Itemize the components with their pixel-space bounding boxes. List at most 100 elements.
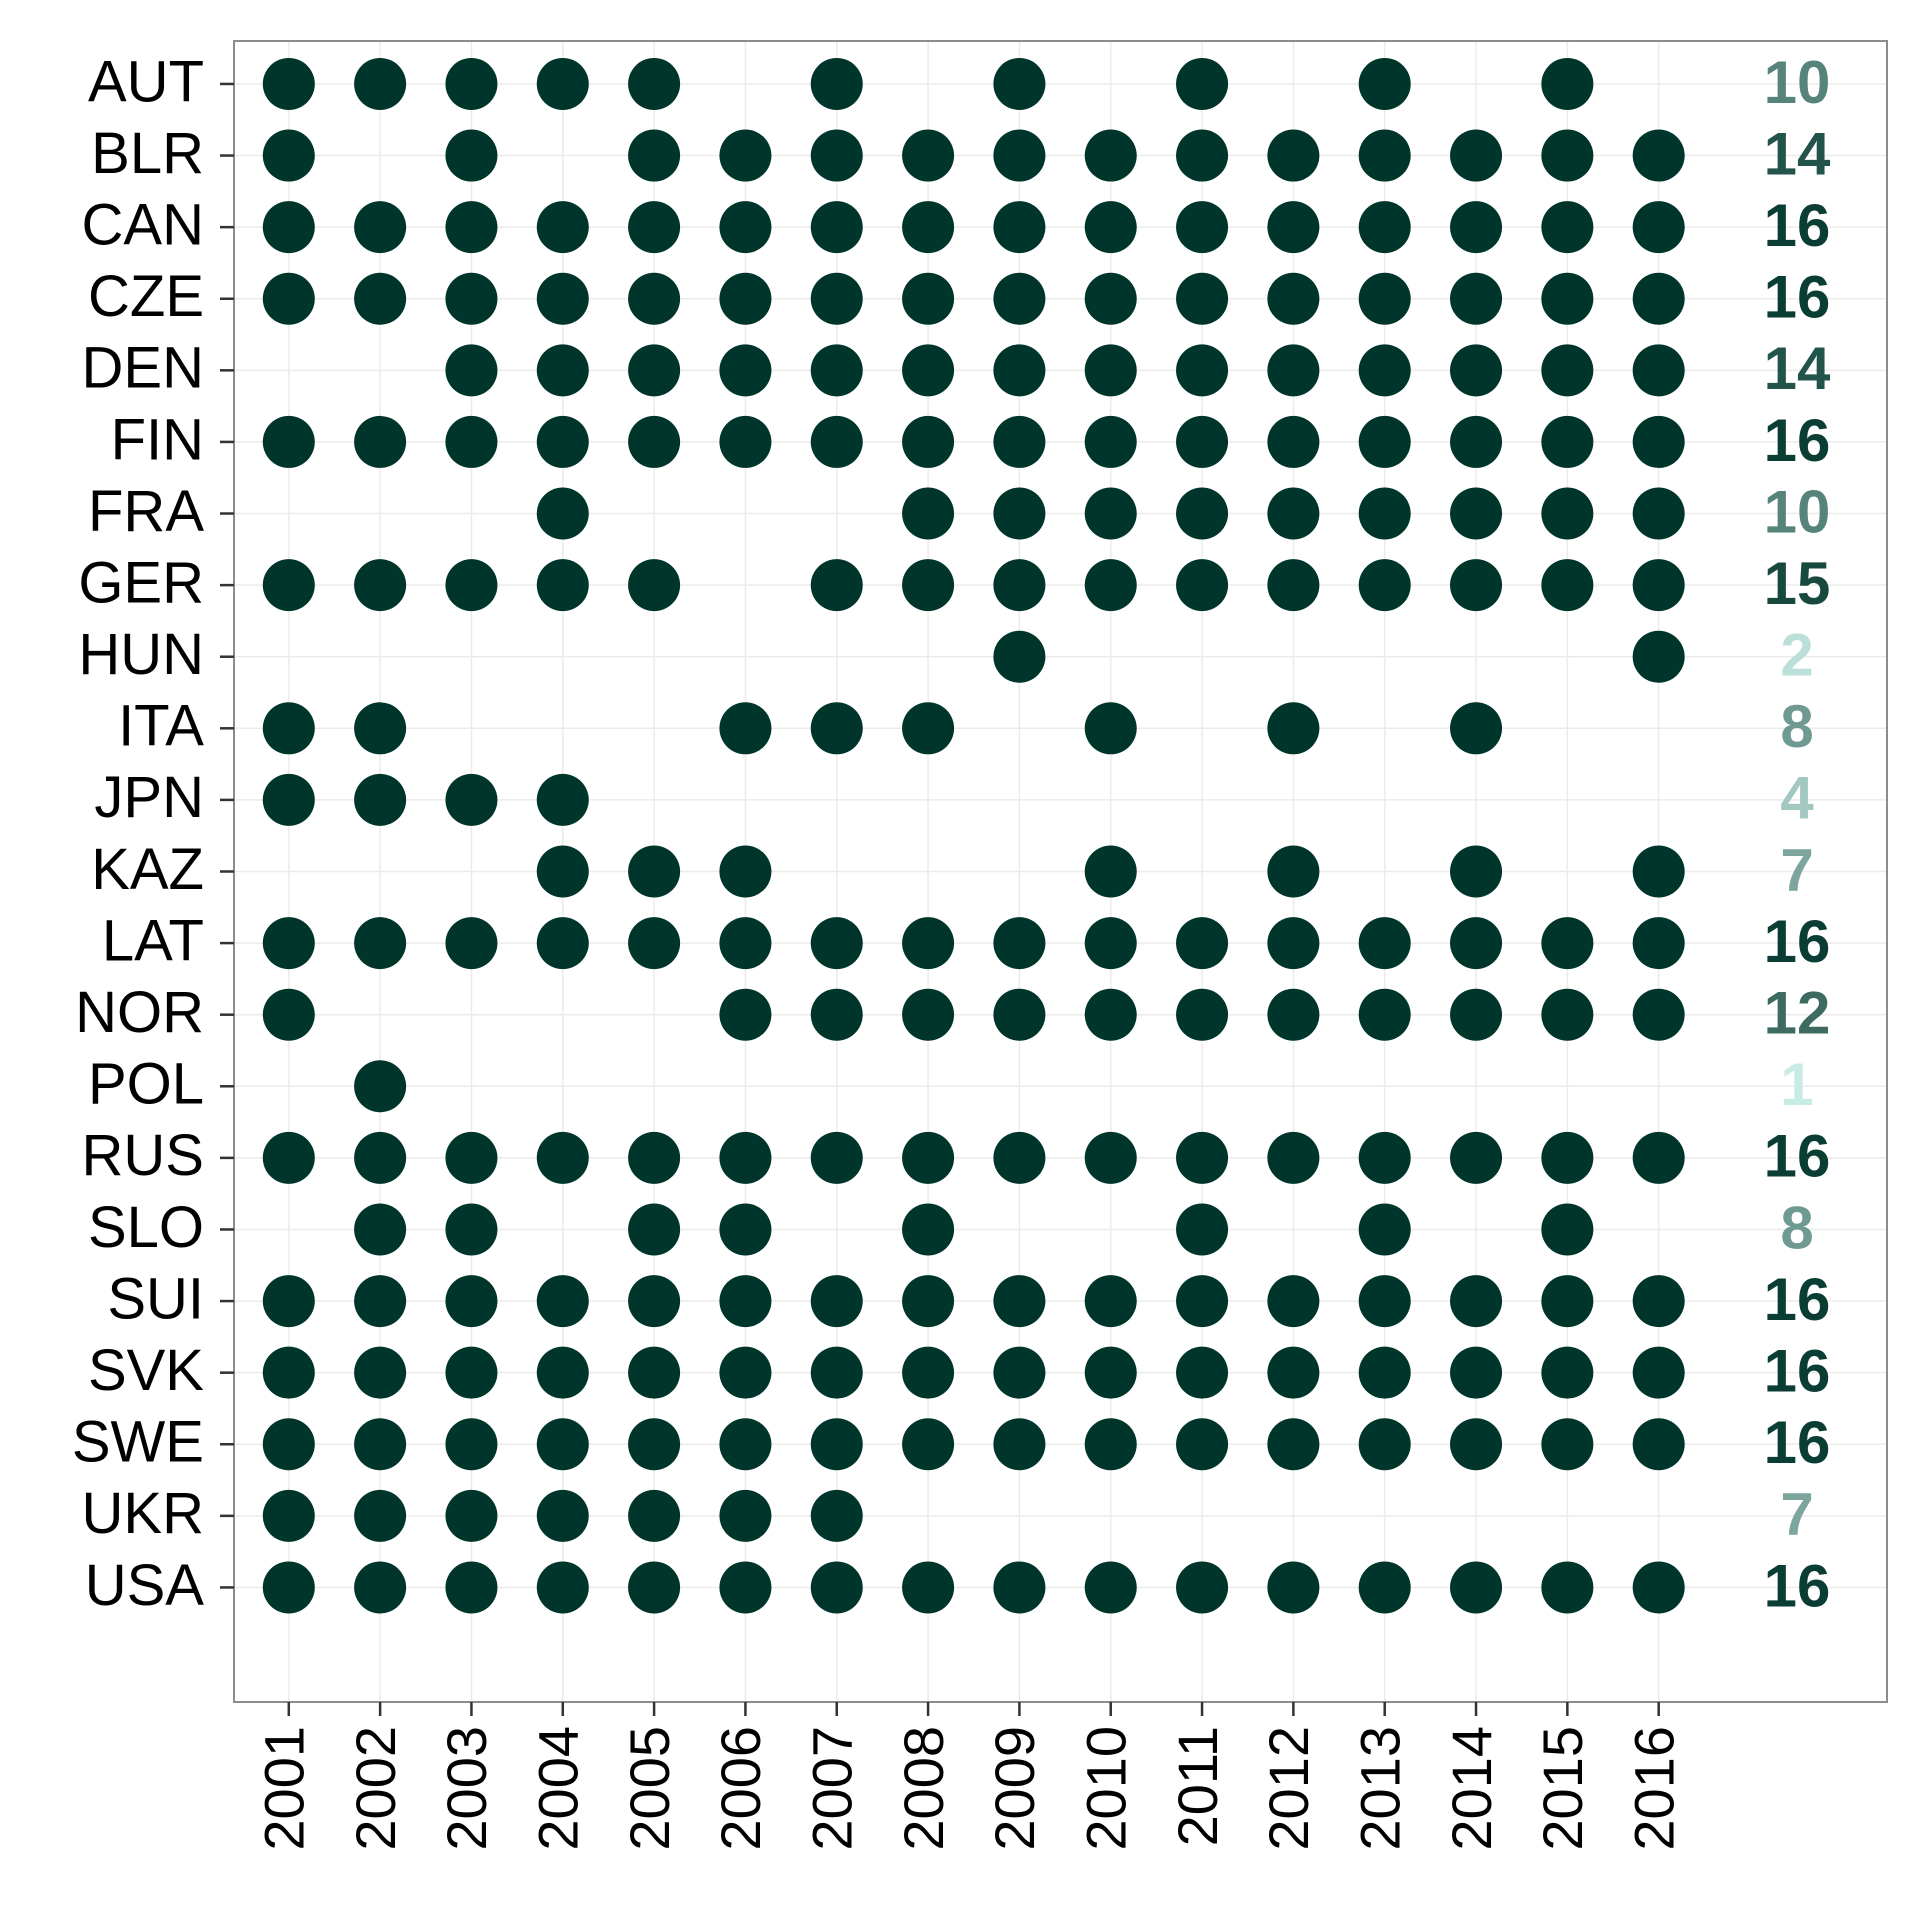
y-tick-label: ITA [118,694,204,759]
dot [1084,917,1137,970]
dot [536,559,589,612]
dot [902,344,955,397]
dot [719,344,772,397]
dot [993,1346,1046,1399]
x-tick-label: 2014 [1440,1726,1503,1851]
dot [1267,1275,1320,1328]
dot [1176,917,1229,970]
dot [1084,1275,1137,1328]
x-tick-label: 2010 [1075,1726,1138,1851]
dot [1358,57,1411,110]
dot [1084,559,1137,612]
dot [354,1346,407,1399]
dot [628,129,681,182]
dot [445,344,498,397]
dot [262,559,315,612]
dot [719,1561,772,1614]
total-label: 12 [1764,980,1831,1047]
dot [1632,1561,1685,1614]
dot [1541,201,1594,254]
dot [993,344,1046,397]
x-tick-label: 2012 [1257,1726,1320,1851]
dot [1541,917,1594,970]
dot [1176,129,1229,182]
dot [719,917,772,970]
total-label: 16 [1764,192,1831,259]
dot [1541,415,1594,468]
dot [1176,415,1229,468]
dot [536,845,589,898]
dot [1632,1346,1685,1399]
dot [1358,1275,1411,1328]
dot [1267,917,1320,970]
dot [262,1131,315,1184]
dot [1084,702,1137,755]
dot [354,201,407,254]
dot [1084,1561,1137,1614]
x-tick-label: 2011 [1166,1726,1229,1846]
dot [1450,917,1503,970]
dot [1632,201,1685,254]
dot [1176,1346,1229,1399]
dot [902,988,955,1041]
dot [1358,272,1411,325]
dot [719,1346,772,1399]
dot [445,1561,498,1614]
dot [1267,487,1320,540]
dot [262,201,315,254]
dot [1176,1561,1229,1614]
x-tick-label: 2006 [709,1726,772,1851]
dot [810,415,863,468]
dot [1267,1131,1320,1184]
dot [354,272,407,325]
total-label: 16 [1764,908,1831,975]
dot [1176,57,1229,110]
dot [354,1418,407,1471]
dot [1267,129,1320,182]
dot [1084,988,1137,1041]
dot [719,1489,772,1542]
dot [536,201,589,254]
dot [445,1418,498,1471]
dot [1176,344,1229,397]
dot [536,272,589,325]
dot [1358,988,1411,1041]
dot [1450,129,1503,182]
total-label: 16 [1764,1409,1831,1476]
dot [354,1561,407,1614]
dot [1450,845,1503,898]
dot [1267,1418,1320,1471]
x-tick-label: 2016 [1622,1726,1685,1851]
dot [1450,559,1503,612]
x-tick-label: 2005 [618,1726,681,1851]
dot [902,1131,955,1184]
dot [262,57,315,110]
dot [1632,1275,1685,1328]
dot [628,1561,681,1614]
dot [445,1489,498,1542]
dot [262,1346,315,1399]
total-label: 15 [1764,550,1831,617]
dot [902,917,955,970]
dot [262,1275,315,1328]
dot [810,917,863,970]
y-tick-label: FRA [88,479,204,544]
dot [445,129,498,182]
dot [262,702,315,755]
dot [628,1418,681,1471]
y-tick-label: FIN [111,407,204,472]
x-tick-label: 2003 [435,1726,498,1851]
dot [1632,1131,1685,1184]
dot [1267,415,1320,468]
dot [1358,1131,1411,1184]
dot [536,487,589,540]
dot [993,201,1046,254]
x-tick-label: 2015 [1531,1726,1594,1851]
dot [628,1131,681,1184]
dot [536,1275,589,1328]
dot [810,1489,863,1542]
dot [1176,1203,1229,1256]
dot [902,1275,955,1328]
y-tick-label: HUN [78,622,204,687]
total-label: 7 [1780,836,1813,903]
